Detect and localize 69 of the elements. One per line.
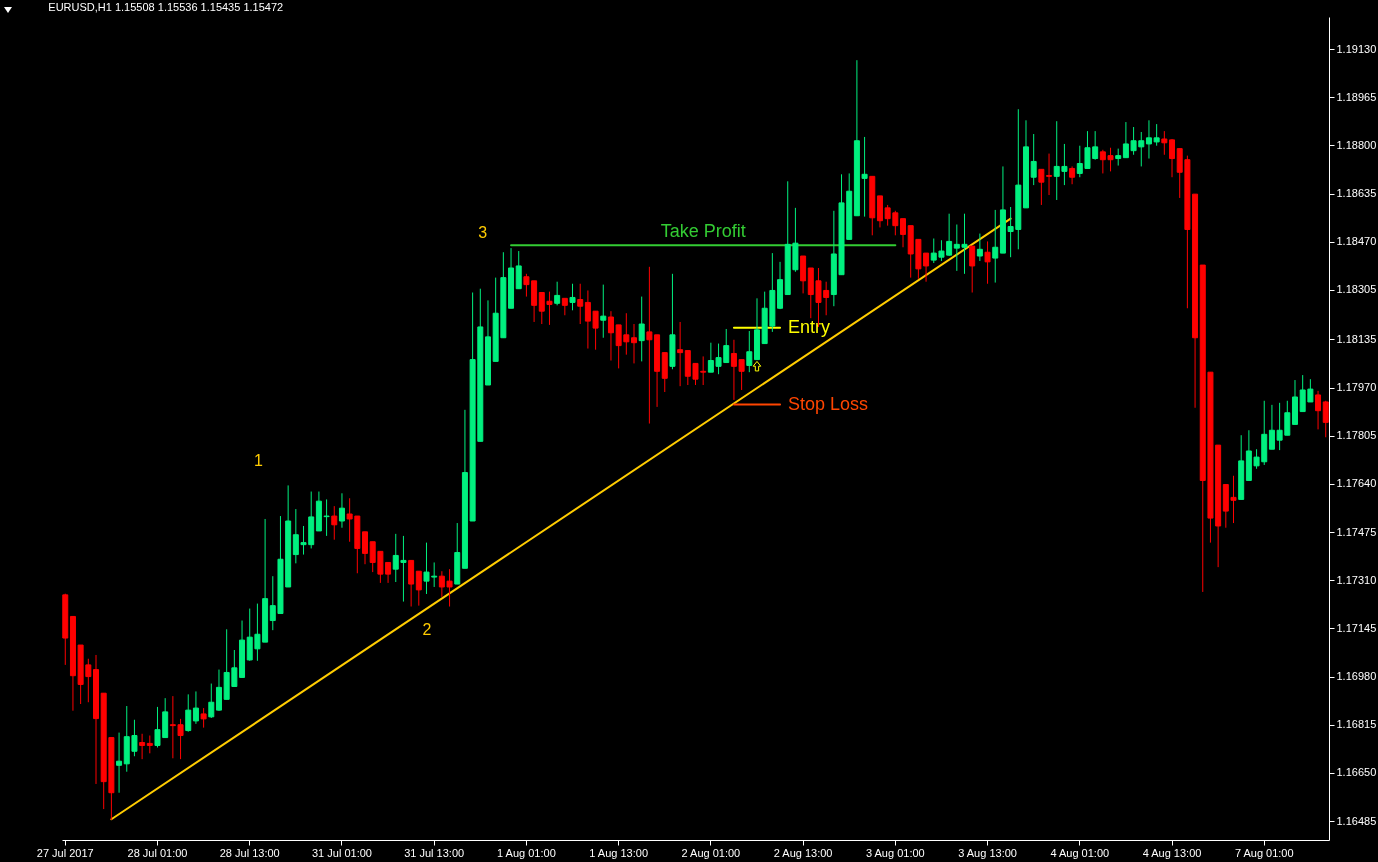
- x-tick-label: 3 Aug 13:00: [958, 846, 1017, 859]
- y-tick-label: 1.18800: [1336, 138, 1377, 151]
- y-tick-label: 1.18965: [1336, 90, 1377, 103]
- candlestick: [554, 281, 561, 306]
- candlestick: [992, 209, 999, 284]
- chart-title: EURUSD,H1 1.15508 1.15536 1.15435 1.15472: [48, 1, 284, 13]
- y-tick-label: 1.18470: [1336, 235, 1377, 248]
- y-tick-label: 1.18635: [1336, 187, 1377, 200]
- candlestick: [1169, 138, 1176, 178]
- candlestick: [362, 531, 369, 565]
- candlestick: [900, 218, 907, 248]
- series-label: Take Profit: [660, 221, 746, 242]
- y-tick-label: 1.17145: [1336, 621, 1377, 634]
- candlestick: [1030, 133, 1037, 186]
- series-label: Entry: [788, 316, 831, 337]
- candlestick: [139, 733, 146, 760]
- candlestick: [638, 296, 645, 362]
- x-tick-label: 1 Aug 13:00: [589, 846, 649, 859]
- y-tick-label: 1.16815: [1336, 718, 1377, 731]
- candlestick: [984, 240, 991, 285]
- x-tick-label: 31 Jul 01:00: [311, 846, 372, 859]
- candlestick: [116, 732, 123, 794]
- y-tick-label: 1.16485: [1336, 814, 1377, 827]
- x-tick-label: 2 Aug 13:00: [773, 846, 833, 859]
- candlestick: [600, 284, 607, 339]
- x-tick-label: 28 Jul 01:00: [127, 846, 188, 859]
- y-tick-label: 1.16650: [1336, 766, 1377, 779]
- x-tick-label: 4 Aug 01:00: [1050, 846, 1110, 859]
- x-tick-label: 2 Aug 01:00: [681, 846, 741, 859]
- candlestick: [577, 283, 584, 325]
- candlestick: [631, 323, 638, 364]
- candlestick: [200, 707, 207, 729]
- y-tick-label: 1.16980: [1336, 670, 1377, 683]
- y-tick-label: 1.17310: [1336, 573, 1377, 586]
- x-tick-label: 27 Jul 2017: [36, 846, 94, 859]
- y-tick-label: 1.17640: [1336, 477, 1377, 490]
- annotation: 3: [478, 223, 488, 241]
- x-tick-label: 7 Aug 01:00: [1234, 846, 1294, 859]
- candlestick: [969, 245, 976, 293]
- candlestick: [415, 570, 422, 607]
- candlestick: [1161, 130, 1168, 156]
- candlestick: [208, 683, 215, 719]
- y-tick-label: 1.18305: [1336, 283, 1377, 296]
- candlestick: [1315, 390, 1322, 430]
- candlestick: [331, 505, 338, 541]
- x-tick-label: 4 Aug 13:00: [1142, 846, 1202, 859]
- candlestick: [408, 559, 415, 608]
- y-tick-label: 1.18135: [1336, 332, 1377, 345]
- series-label: Stop Loss: [788, 393, 869, 414]
- y-tick-label: 1.17970: [1336, 381, 1377, 394]
- x-tick-label: 1 Aug 01:00: [497, 846, 556, 859]
- x-tick-label: 3 Aug 01:00: [865, 846, 925, 859]
- candlestick: [976, 233, 983, 262]
- candlestick: [192, 690, 199, 725]
- candlestick: [746, 330, 753, 373]
- candlestick: [1322, 400, 1329, 438]
- candlestick: [338, 492, 345, 529]
- candlestick: [569, 283, 576, 311]
- annotation: 2: [422, 621, 432, 639]
- x-tick-label: 28 Jul 13:00: [219, 846, 280, 859]
- y-tick-label: 1.19130: [1336, 42, 1377, 55]
- candlestick: [215, 669, 222, 712]
- candlestick: [515, 250, 522, 290]
- candlestick: [677, 321, 684, 387]
- candlestick: [185, 693, 192, 733]
- x-tick-label: 31 Jul 13:00: [404, 846, 465, 859]
- annotation: 1: [253, 452, 263, 470]
- y-tick-label: 1.17475: [1336, 525, 1377, 538]
- y-tick-label: 1.17805: [1336, 429, 1377, 442]
